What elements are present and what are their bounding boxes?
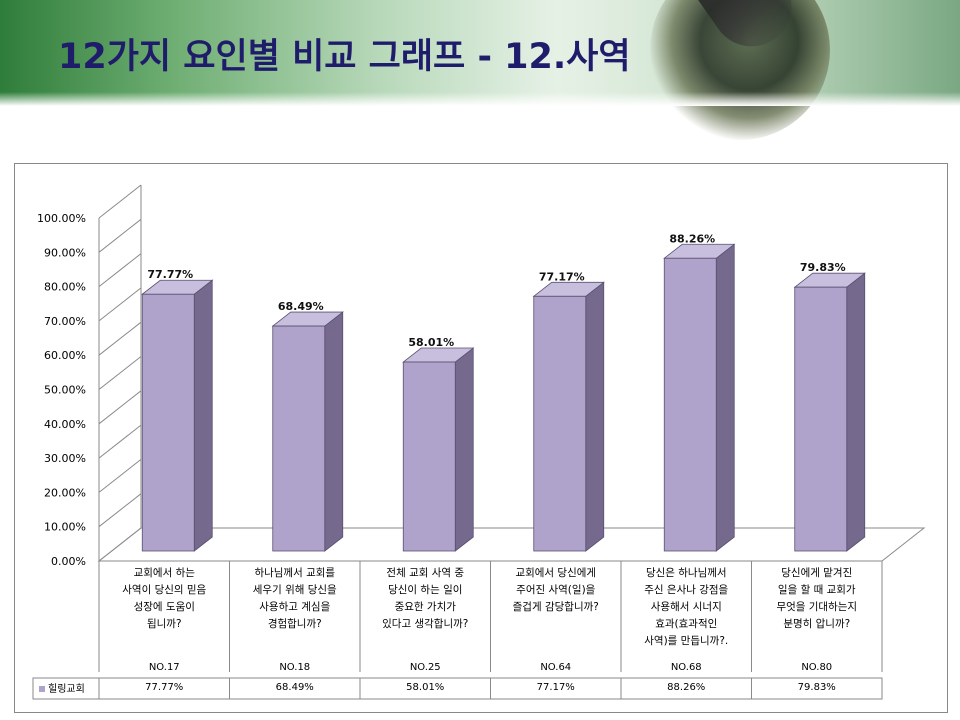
- x-category-label-line: 사역)를 만듭니까?.: [644, 635, 729, 647]
- y-tick-label: 50.00%: [44, 384, 86, 397]
- header-banner: [0, 0, 960, 140]
- y-gridline-side: [98, 493, 142, 528]
- bar: [402, 361, 456, 552]
- x-category-label-line: 교회에서 당신에게: [515, 567, 597, 579]
- y-gridline-side: [98, 424, 142, 459]
- x-category-label-line: 즐겁게 감당합니까?: [512, 601, 599, 613]
- data-label: 68.49%: [278, 300, 324, 313]
- x-category-label-line: 하나님께서 교회를: [254, 567, 336, 579]
- data-label: 77.77%: [147, 268, 193, 281]
- x-category-label-line: 세우기 위해 당신을: [252, 584, 337, 596]
- bar: [663, 257, 717, 552]
- data-label: 77.17%: [539, 270, 585, 283]
- y-tick-label: 70.00%: [44, 315, 86, 328]
- y-tick-label: 80.00%: [44, 281, 86, 294]
- x-category-code: NO.64: [540, 662, 572, 673]
- data-label: 58.01%: [408, 336, 454, 349]
- y-gridline-side: [98, 390, 142, 425]
- bar: [272, 325, 326, 552]
- bar-side: [193, 279, 213, 552]
- bar-side: [715, 243, 735, 552]
- x-category-code: NO.25: [409, 662, 441, 673]
- table-value-cell: 77.17%: [536, 682, 575, 693]
- x-category-label-line: 주어진 사역(일)을: [516, 584, 596, 596]
- x-category-label-line: 사역이 당신의 믿음: [122, 584, 207, 596]
- x-category-label-line: 일을 할 때 교회가: [777, 584, 856, 596]
- y-gridline-side: [98, 287, 142, 322]
- x-category-label-line: 중요한 가치가: [394, 601, 456, 613]
- table-value-row: [32, 677, 883, 700]
- data-label: 79.83%: [800, 261, 846, 274]
- y-tick-label: 30.00%: [44, 452, 86, 465]
- legend-swatch: [39, 686, 45, 692]
- y-gridline-side: [98, 253, 142, 287]
- y-tick-label: 20.00%: [44, 486, 86, 499]
- bar: [141, 293, 195, 552]
- bar-side: [585, 281, 605, 552]
- y-tick-label: 90.00%: [44, 246, 86, 259]
- y-tick-label: 60.00%: [44, 349, 86, 362]
- x-category-code: NO.80: [801, 662, 833, 673]
- x-category-label-line: 사용해서 시너지: [650, 601, 722, 613]
- x-category-label-line: 효과(효과적인: [655, 618, 718, 630]
- y-gridline-side: [98, 356, 142, 390]
- bar: [794, 286, 848, 552]
- table-value-cell: 79.83%: [797, 682, 836, 693]
- bar-side: [846, 272, 866, 552]
- data-label: 88.26%: [669, 232, 715, 245]
- table-value-cell: 68.49%: [275, 682, 314, 693]
- table-value-cell: 77.77%: [145, 682, 184, 693]
- x-category-code: NO.17: [148, 662, 180, 673]
- bar-side: [454, 347, 474, 552]
- x-category-label-line: 성장에 도움이: [133, 601, 195, 613]
- x-category-label-line: 사용하고 계심을: [259, 601, 331, 613]
- y-gridline-side: [98, 459, 142, 493]
- x-category-label-line: 주신 은사나 강점을: [644, 584, 729, 596]
- slide-title: 12가지 요인별 비교 그래프 - 12.사역: [58, 37, 631, 77]
- legend-series: 힐링교회: [39, 680, 85, 695]
- x-category-label-line: 됩니까?: [146, 618, 182, 630]
- table-value-cell: 88.26%: [667, 682, 706, 693]
- x-category-code: NO.68: [670, 662, 702, 673]
- legend-label: 힐링교회: [48, 684, 85, 695]
- x-category-label-line: 당신은 하나님께서: [645, 567, 727, 579]
- banner-fade: [0, 92, 960, 106]
- x-category-label-line: 있다고 생각합니까?: [382, 618, 469, 630]
- x-category-label-line: 당신에게 맡겨진: [781, 567, 853, 579]
- bar: [533, 295, 587, 552]
- y-tick-label: 0.00%: [51, 555, 86, 568]
- table-value-cell: 58.01%: [406, 682, 445, 693]
- x-category-code: NO.18: [279, 662, 311, 673]
- y-tick-label: 10.00%: [44, 521, 86, 534]
- y-gridline-side: [98, 218, 142, 253]
- y-gridline-side: [98, 184, 142, 219]
- x-category-label-line: 교회에서 하는: [133, 567, 195, 579]
- y-tick-label: 40.00%: [44, 418, 86, 431]
- y-tick-label: 100.00%: [37, 212, 86, 225]
- x-category-label-line: 무엇을 기대하는지: [776, 601, 858, 613]
- bar-side: [324, 311, 344, 552]
- y-gridline-side: [98, 321, 142, 356]
- x-category-label-line: 당신이 하는 일이: [388, 584, 463, 596]
- y-gridline-side: [98, 527, 142, 562]
- x-category-label-line: 분명히 압니까?: [783, 618, 851, 630]
- x-category-label-line: 경험합니까?: [267, 618, 322, 630]
- x-category-label-line: 전체 교회 사역 중: [386, 567, 465, 579]
